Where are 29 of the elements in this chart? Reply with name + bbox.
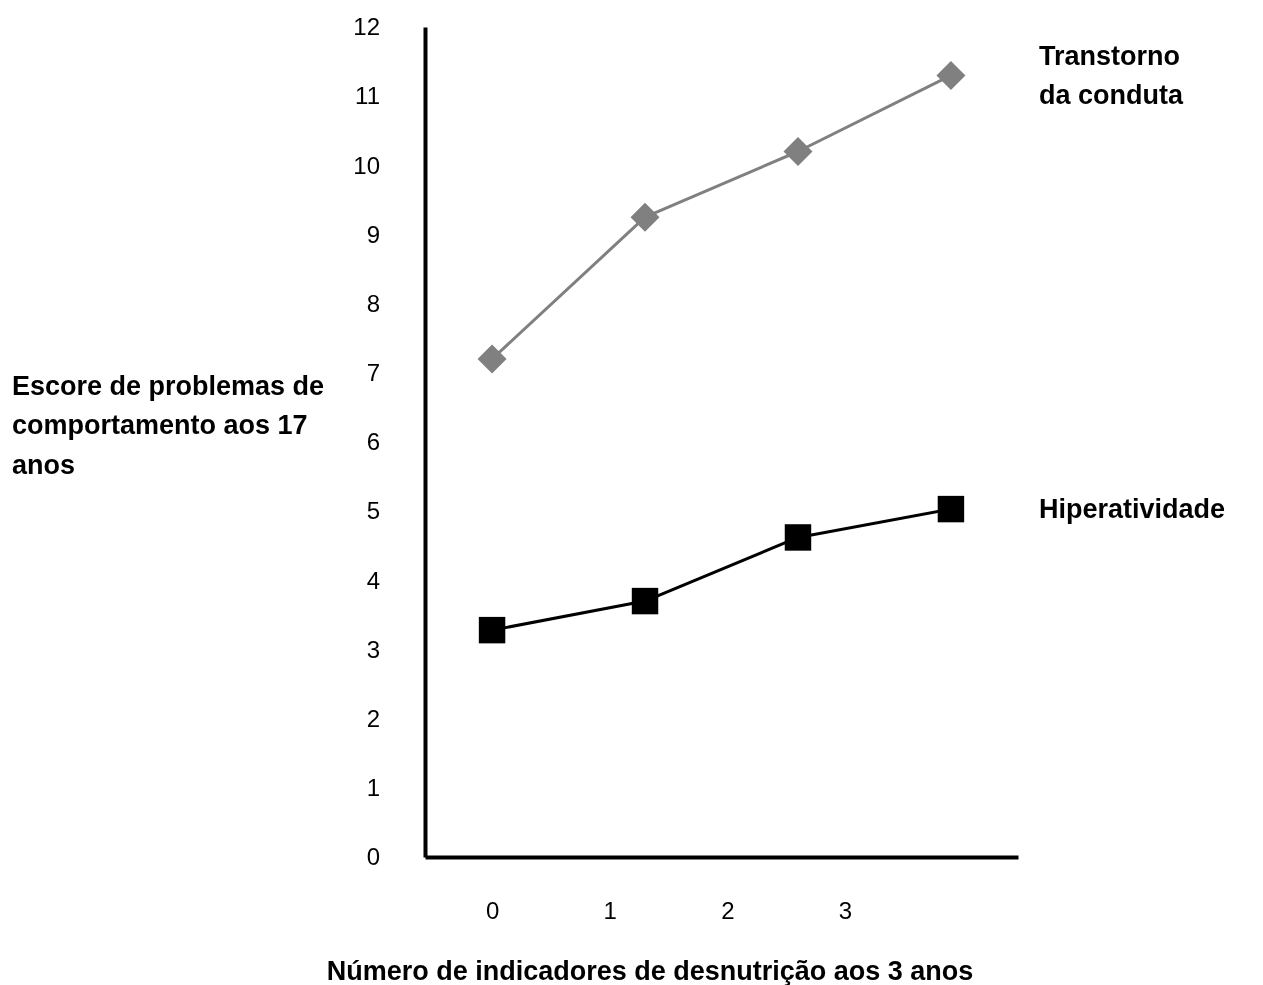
- point: [783, 137, 813, 166]
- x-tick-label: 2: [721, 897, 735, 925]
- y-tick-label: 9: [366, 220, 380, 248]
- y-tick-label: 11: [355, 82, 380, 110]
- text: Hiperatividade: [1038, 494, 1225, 525]
- y-tick-label: 3: [366, 635, 380, 663]
- y-tick-label: 7: [366, 359, 380, 387]
- y-tick-label: 2: [366, 704, 380, 732]
- x-tick-label: 3: [838, 897, 853, 925]
- point: [478, 616, 506, 644]
- text: Transtorno da conduta: [1038, 40, 1184, 111]
- y-tick-label: 12: [353, 13, 380, 41]
- x-axis-title: Número de indicadores de desnutrição aos 3 anos: [326, 956, 974, 985]
- point: [477, 344, 507, 374]
- y-tick-label: 5: [366, 497, 380, 525]
- y-tick-label: 8: [366, 289, 380, 317]
- y-axis-title: Escore de problemas de comportamento aos 17 anos: [12, 371, 325, 480]
- y-tick-label: 0: [366, 843, 380, 871]
- x-tick-label: 1: [603, 897, 617, 925]
- point: [936, 60, 966, 90]
- point: [630, 202, 660, 232]
- y-tick-label: 1: [366, 774, 380, 802]
- y-tick-label: 4: [366, 566, 380, 594]
- x-tick-label: 0: [485, 897, 500, 925]
- point: [784, 524, 812, 551]
- point: [937, 495, 965, 523]
- point: [631, 587, 659, 615]
- y-tick-label: 6: [366, 428, 380, 456]
- y-tick-label: 10: [353, 151, 380, 179]
